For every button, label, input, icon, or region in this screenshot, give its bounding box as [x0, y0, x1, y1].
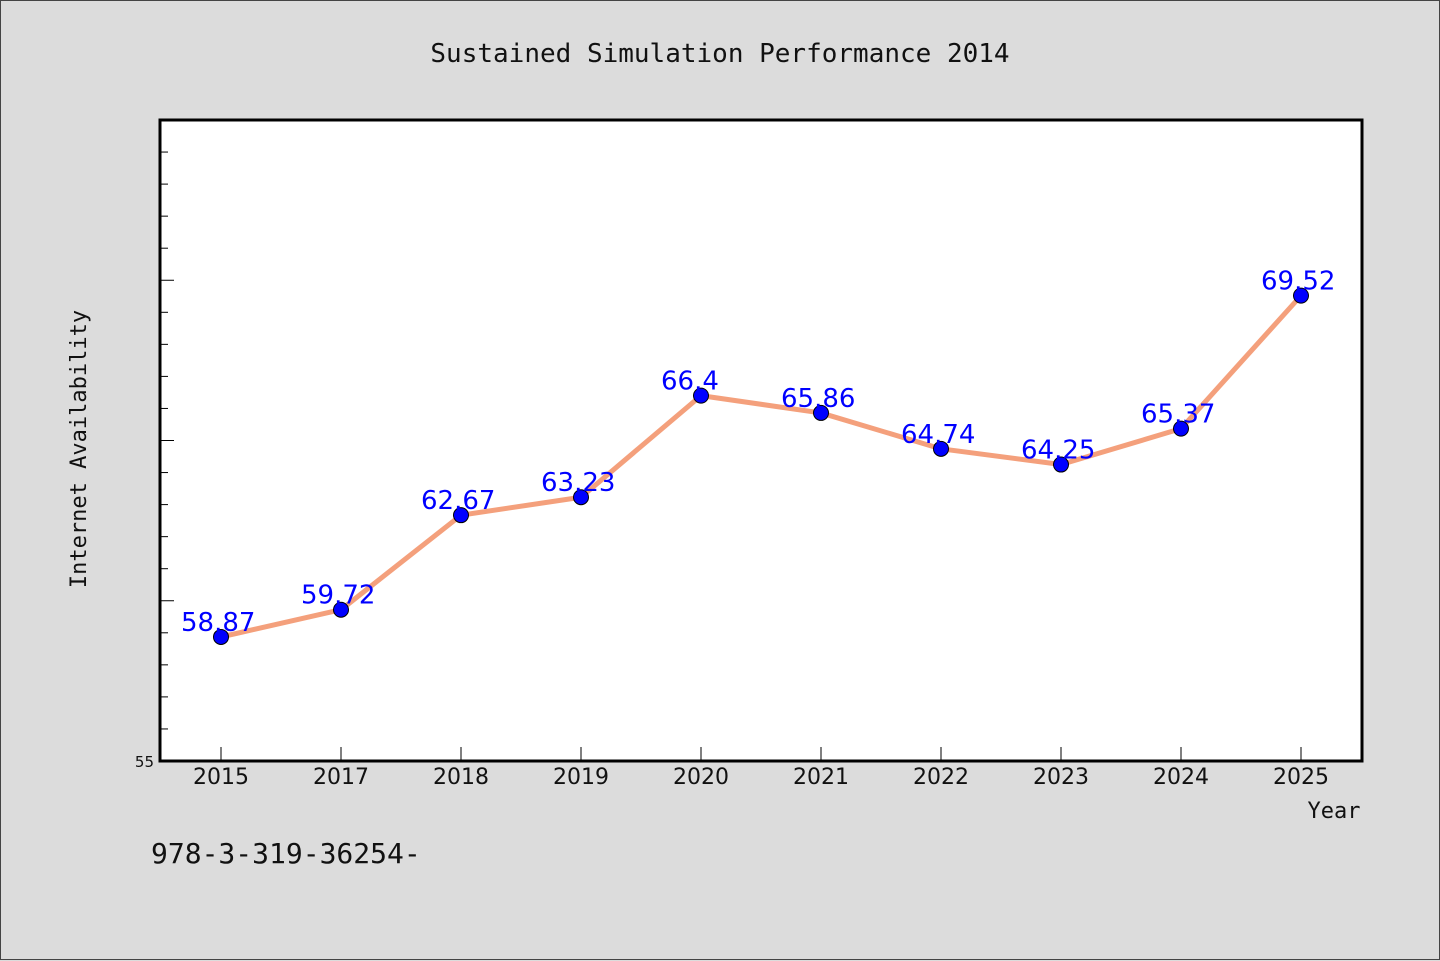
- x-tick-label: 2025: [1273, 765, 1329, 790]
- data-point: [453, 507, 469, 524]
- data-label: 66.4: [661, 367, 719, 397]
- series-group: [213, 287, 1309, 645]
- data-label: 59.72: [301, 581, 375, 611]
- x-axis-ticks: 2015 2017 2018 2019 2020 2021 2022 2023 2024 2025: [193, 747, 1329, 790]
- x-axis-label: Year: [1308, 799, 1361, 824]
- data-point: [933, 440, 949, 457]
- data-labels: 58.87 59.72 62.67 63.23 66.4 65.86 64.74 64.25 6…: [181, 267, 1335, 638]
- x-tick-label: 2017: [313, 765, 369, 790]
- series-line: [218, 293, 1304, 640]
- data-label: 64.74: [901, 420, 975, 450]
- x-tick-label: 2024: [1153, 765, 1209, 790]
- data-label: 58.87: [181, 608, 255, 638]
- y-axis-label: Internet Availability: [67, 310, 92, 588]
- data-label: 64.25: [1021, 436, 1095, 466]
- data-label: 63.23: [541, 468, 615, 498]
- data-point: [1173, 420, 1189, 437]
- data-label: 62.67: [421, 486, 495, 516]
- data-label: 69.52: [1261, 267, 1335, 297]
- data-point: [1053, 456, 1069, 473]
- x-tick-label: 2015: [193, 765, 249, 790]
- footnote-text: 978-3-319-36254-: [151, 837, 421, 870]
- plot-area: [158, 118, 1364, 763]
- data-point: [213, 628, 229, 645]
- data-point: [333, 601, 349, 618]
- data-point: [1293, 287, 1309, 304]
- data-label: 65.86: [781, 384, 855, 414]
- y-tick-label: 55: [135, 753, 154, 771]
- y-axis-ticks: 55: [135, 119, 174, 771]
- x-tick-label: 2020: [673, 765, 729, 790]
- data-point: [573, 489, 589, 506]
- data-label: 65.37: [1141, 400, 1215, 430]
- x-tick-label: 2022: [913, 765, 969, 790]
- x-tick-label: 2018: [433, 765, 489, 790]
- x-tick-label: 2019: [553, 765, 609, 790]
- chart-title: Sustained Simulation Performance 2014: [430, 39, 1009, 69]
- x-tick-label: 2023: [1033, 765, 1089, 790]
- data-point: [813, 404, 829, 421]
- data-point: [693, 387, 709, 404]
- x-tick-label: 2021: [793, 765, 849, 790]
